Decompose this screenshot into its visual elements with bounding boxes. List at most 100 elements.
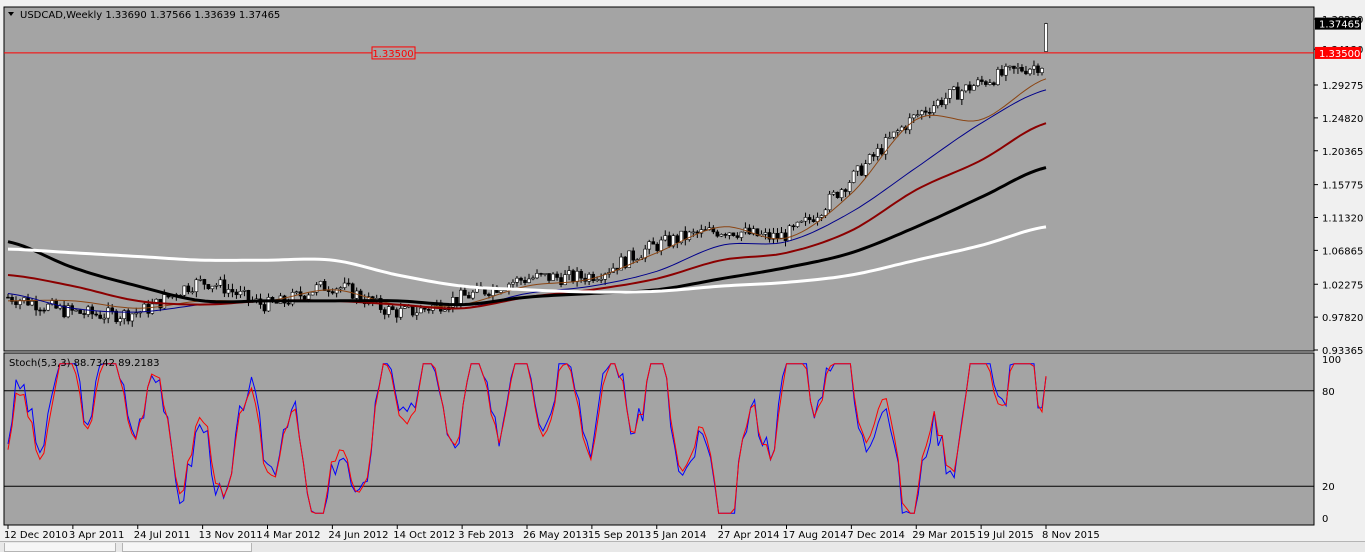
candle-body (234, 291, 239, 296)
candle-body (984, 81, 988, 85)
time-axis-label: 19 Jul 2015 (977, 530, 1034, 541)
candle-body (563, 274, 567, 285)
candle-body (543, 273, 547, 275)
candle-body (146, 303, 151, 314)
time-axis-label: 17 Aug 2014 (783, 530, 847, 541)
candle-body (964, 84, 968, 92)
candle-body (318, 281, 323, 286)
time-axis-label: 3 Feb 2013 (458, 530, 514, 541)
candle-body (210, 285, 215, 290)
price-axis-label: 1.24820 (1322, 114, 1363, 125)
candle-body (579, 270, 583, 279)
candle-body (230, 289, 235, 293)
candle-body (719, 234, 724, 237)
candle-body (202, 279, 207, 285)
moving-average-line (7, 225, 1047, 294)
candle-body (980, 79, 984, 82)
candle-body (972, 85, 976, 91)
candle-body (879, 148, 884, 155)
candle-body (859, 165, 864, 176)
candle-body (206, 284, 211, 290)
candle-body (262, 304, 267, 312)
candle-body (555, 273, 559, 278)
candle-body (531, 277, 535, 280)
current-price-marker (1315, 17, 1361, 30)
candle-body (130, 313, 135, 322)
candle-body (10, 297, 14, 302)
candle-body (731, 232, 736, 236)
menu-triangle-icon[interactable] (8, 12, 14, 16)
time-axis-label: 14 Oct 2012 (393, 530, 455, 541)
candle-body (82, 313, 86, 315)
candle-body (863, 163, 868, 176)
candle-body (915, 114, 920, 116)
candle-body (895, 130, 900, 133)
candle-body (919, 110, 924, 115)
horizontal-line-label-box (371, 46, 416, 60)
candle-body (611, 267, 615, 273)
candle-body (911, 114, 916, 119)
candle-body (114, 310, 119, 323)
time-axis-label: 29 Mar 2015 (912, 530, 975, 541)
candle-body (459, 289, 463, 304)
candle-body (306, 294, 311, 300)
candle-body (182, 285, 187, 296)
price-axis-label: 1.02275 (1322, 280, 1363, 291)
stochastic-axis: 100 80 20 0 (1322, 355, 1341, 525)
candle-body (154, 298, 159, 305)
candle-body (134, 312, 139, 315)
candle-body (330, 291, 335, 294)
candle-body (1036, 65, 1040, 73)
candle-body (1016, 66, 1020, 69)
candle-body (402, 306, 407, 309)
candle-body (795, 221, 800, 227)
candle-body (775, 232, 780, 239)
candle-body (687, 231, 692, 240)
candle-body (30, 301, 34, 306)
candle-body (451, 296, 455, 308)
candle-body (410, 305, 415, 316)
candle-body (647, 241, 652, 250)
candle-body (386, 306, 391, 315)
candle-body (871, 154, 876, 157)
time-axis: 12 Dec 2010 3 Apr 2011 24 Jul 2011 13 Nov 2… (4, 525, 1100, 541)
time-axis-label: 12 Dec 2010 (4, 530, 68, 541)
candle-body (346, 282, 351, 285)
time-axis-label: 7 Dec 2014 (847, 530, 905, 541)
candle-body (1020, 66, 1024, 72)
time-axis-label: 24 Jun 2012 (328, 530, 388, 541)
candle-body (771, 232, 776, 240)
price-axis-label: 1.06865 (1322, 246, 1363, 257)
candle-body (663, 235, 668, 241)
hline-price-marker (1315, 46, 1361, 59)
candle-body (1044, 23, 1048, 52)
candle-body (314, 284, 319, 293)
candle-body (523, 280, 527, 283)
horizontal-line-label: 1.33500 (372, 49, 413, 60)
candle-body (799, 220, 804, 223)
candle-body (427, 308, 431, 311)
candle-body (150, 303, 155, 314)
candle-body (623, 256, 627, 268)
candle-body (923, 110, 928, 113)
candle-body (739, 231, 744, 238)
candle-body (6, 296, 10, 299)
candle-body (22, 297, 26, 301)
candle-body (214, 284, 219, 287)
time-axis-label: 3 Apr 2011 (69, 530, 124, 541)
candle-body (948, 89, 952, 99)
candle-body (1012, 65, 1016, 69)
candle-body (46, 303, 50, 311)
candle-body (1008, 65, 1012, 68)
candle-body (715, 231, 720, 237)
candle-body (78, 309, 82, 314)
candle-body (996, 69, 1000, 85)
candle-body (591, 273, 595, 281)
candle-body (511, 282, 515, 285)
candle-body (551, 273, 555, 281)
candle-body (599, 279, 603, 281)
candle-body (1000, 69, 1004, 76)
candle-body (463, 289, 467, 296)
